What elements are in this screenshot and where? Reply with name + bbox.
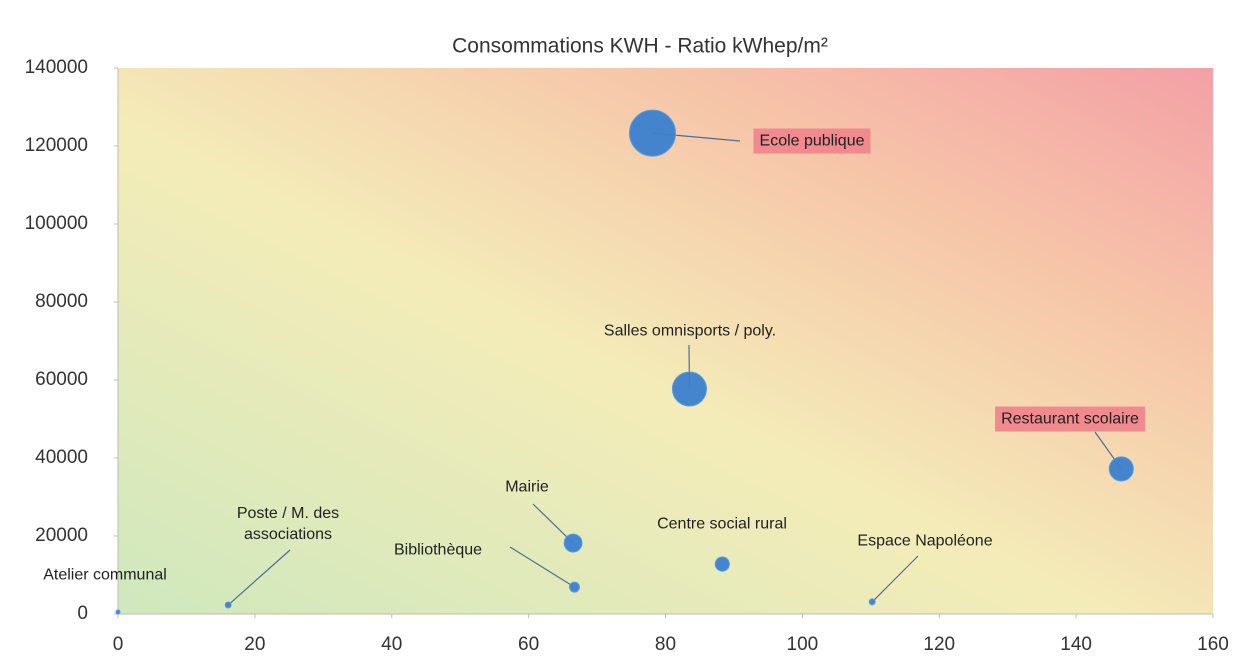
bubble-label: Restaurant scolaire — [995, 407, 1145, 432]
bubble — [715, 557, 729, 571]
x-tick-label: 80 — [655, 634, 676, 655]
x-tick-label: 20 — [244, 634, 265, 655]
y-tick-label: 100000 — [25, 213, 88, 234]
bubble-label: Mairie — [499, 475, 555, 500]
y-tick-label: 40000 — [35, 447, 88, 468]
x-tick-label: 120 — [923, 634, 955, 655]
bubble — [564, 534, 582, 552]
bubble-label: Bibliothèque — [388, 538, 488, 563]
bubble-label: Salles omnisports / poly. — [598, 319, 782, 344]
y-tick-label: 60000 — [35, 369, 88, 390]
bubble — [672, 372, 706, 406]
bubble — [569, 582, 579, 592]
x-tick-label: 0 — [113, 634, 124, 655]
y-tick-label: 140000 — [25, 57, 88, 78]
x-tick-label: 140 — [1060, 634, 1092, 655]
chart-title: Consommations KWH - Ratio kWhep/m² — [452, 35, 828, 58]
x-tick-label: 60 — [518, 634, 539, 655]
bubble — [869, 599, 875, 605]
bubble-label: Poste / M. des associations — [212, 501, 364, 547]
y-tick-label: 20000 — [35, 525, 88, 546]
bubble-label: Atelier communal — [37, 563, 173, 588]
page: Consommations KWH - Ratio kWhep/m² 0 2000… — [0, 0, 1250, 659]
bubble — [116, 610, 120, 614]
bubble-label: Ecole publique — [754, 129, 871, 154]
bubble — [629, 110, 675, 156]
bubble — [1109, 457, 1133, 481]
y-tick-label: 0 — [77, 603, 88, 624]
bubble — [225, 602, 231, 608]
y-tick-label: 80000 — [35, 291, 88, 312]
x-tick-label: 160 — [1197, 634, 1229, 655]
x-tick-label: 100 — [787, 634, 819, 655]
x-tick-label: 40 — [381, 634, 402, 655]
y-tick-label: 120000 — [25, 135, 88, 156]
bubble-label: Espace Napoléone — [851, 529, 998, 554]
bubble-label: Centre social rural — [651, 512, 793, 537]
